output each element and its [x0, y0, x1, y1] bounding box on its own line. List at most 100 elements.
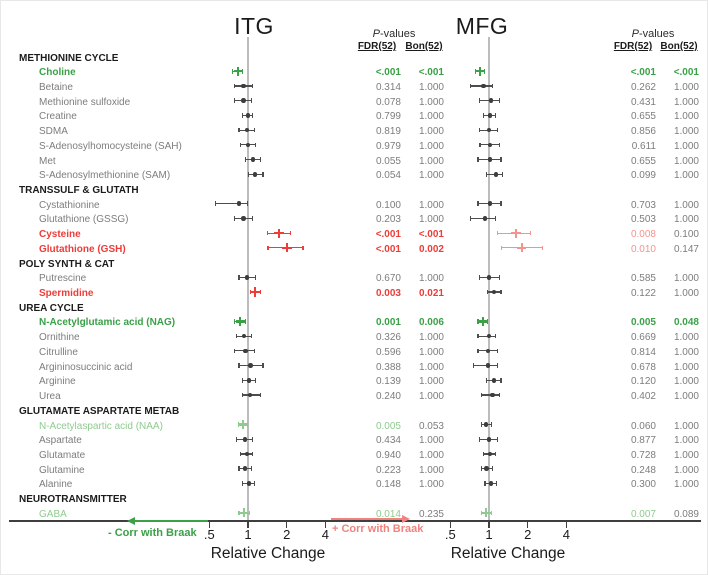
- pos-corr-arrowhead-icon: [402, 515, 410, 523]
- fdr-value-mfg: 0.122: [630, 288, 656, 300]
- ci-cap-left: [480, 510, 482, 516]
- ci-cap-left: [235, 333, 237, 339]
- forest-marker-dot: [243, 348, 248, 354]
- fdr-value-mfg: 0.008: [630, 229, 656, 241]
- forest-marker-dot: [245, 142, 251, 148]
- forest-marker-dot: [483, 422, 489, 427]
- fdr-value-mfg: 0.678: [630, 361, 656, 373]
- forest-marker-dot: [489, 392, 495, 398]
- ci-cap-left: [479, 142, 481, 148]
- bon-value-itg: 1.000: [418, 464, 444, 476]
- pvalues-header-itg: P-values: [351, 28, 437, 40]
- ci-cap-left: [247, 171, 249, 177]
- forest-marker-dot: [244, 127, 250, 133]
- fdr-value-mfg: 0.431: [630, 96, 656, 108]
- bon-value-mfg: 1.000: [673, 435, 699, 447]
- ci-cap-right: [250, 98, 252, 103]
- metabolite-label: Cystathionine: [39, 199, 100, 211]
- fdr-value-itg: 0.596: [375, 346, 401, 358]
- forest-marker-dot: [248, 363, 254, 368]
- ci-cap-left: [215, 201, 217, 206]
- x-axis-tick: [449, 522, 451, 528]
- ci-cap-right: [497, 436, 499, 442]
- ci-cap-left: [484, 481, 486, 486]
- ci-cap-left: [478, 127, 480, 133]
- ci-cap-left: [477, 319, 479, 324]
- fdr-value-mfg: 0.300: [630, 479, 656, 491]
- ci-cap-right: [260, 157, 262, 162]
- forest-marker-dot: [491, 289, 497, 295]
- ci-cap-right: [497, 363, 499, 368]
- group-header: GLUTAMATE ASPARTATE METAB: [19, 405, 180, 417]
- forest-marker-dot: [241, 98, 246, 103]
- metabolite-label: Argininosuccinic acid: [39, 361, 133, 373]
- ci-cap-left: [238, 466, 240, 471]
- bon-value-itg: 0.002: [418, 243, 444, 255]
- fdr-value-itg: 0.326: [375, 332, 401, 344]
- forest-marker-dot: [242, 466, 248, 471]
- ci-cap-right: [254, 348, 256, 354]
- forest-marker-dot: [246, 481, 252, 486]
- forest-marker-dot: [241, 83, 246, 89]
- bon-value-mfg: 1.000: [673, 376, 699, 388]
- ci-cap-right: [498, 275, 500, 280]
- group-header: UREA CYCLE: [19, 302, 84, 314]
- fdr-value-itg: 0.139: [375, 376, 401, 388]
- bon-value-mfg: 0.147: [673, 243, 699, 255]
- metabolite-label: Spermidine: [39, 288, 94, 300]
- pvalues-p-mfg: P: [631, 28, 639, 40]
- ci-cap-right: [500, 157, 502, 162]
- ci-cap-left: [480, 422, 482, 427]
- forest-marker-dot: [491, 378, 497, 383]
- bon-value-itg: 1.000: [418, 214, 444, 226]
- bon-value-mfg: 1.000: [673, 170, 699, 182]
- panel-title-itg: ITG: [234, 13, 274, 39]
- x-axis-tick: [247, 522, 249, 528]
- ci-cap-left: [234, 348, 236, 354]
- ci-cap-right: [490, 510, 492, 516]
- bon-value-mfg: 1.000: [673, 126, 699, 138]
- bon-value-mfg: 0.048: [673, 317, 699, 329]
- fdr-value-itg: 0.670: [375, 273, 401, 285]
- fdr-value-mfg: 0.655: [630, 111, 656, 123]
- pvalues-header-mfg: P-values: [609, 28, 697, 40]
- fdr-header-itg: FDR(52): [357, 41, 397, 52]
- x-axis-tick: [324, 522, 327, 528]
- ci-cap-right: [492, 466, 494, 471]
- bon-value-itg: 1.000: [418, 126, 444, 138]
- xlabel-mfg: Relative Change: [450, 545, 566, 562]
- ci-cap-left: [242, 378, 244, 383]
- ci-cap-left: [238, 275, 240, 280]
- forest-marker-dot: [244, 275, 250, 280]
- forest-marker-plus-h: [481, 511, 491, 514]
- bon-value-mfg: <.001: [673, 67, 699, 79]
- bon-value-itg: 1.000: [418, 346, 444, 358]
- bon-value-itg: 1.000: [418, 435, 444, 447]
- fdr-value-mfg: 0.877: [630, 435, 656, 447]
- bon-value-itg: 0.006: [418, 317, 444, 329]
- forest-marker-dot: [244, 451, 250, 457]
- fdr-value-itg: 0.799: [375, 111, 401, 123]
- metabolite-label: Aspartate: [39, 435, 82, 447]
- ci-cap-right: [260, 392, 262, 398]
- bon-value-itg: 1.000: [418, 376, 444, 388]
- fdr-value-mfg: 0.814: [630, 346, 656, 358]
- x-axis-tick: [527, 522, 529, 528]
- forest-marker-dot: [488, 98, 494, 103]
- ci-cap-left: [245, 157, 247, 162]
- fdr-value-mfg: 0.060: [630, 420, 656, 432]
- ci-cap-left: [238, 127, 240, 133]
- forest-marker-dot: [486, 436, 492, 442]
- fdr-value-mfg: 0.120: [630, 376, 656, 388]
- ci-cap-right: [262, 171, 264, 177]
- ci-cap-right: [260, 289, 262, 295]
- ci-cap-right: [490, 422, 492, 427]
- bon-value-itg: 0.021: [418, 288, 444, 300]
- metabolite-label: SDMA: [39, 126, 68, 138]
- forest-marker-dot: [487, 451, 493, 457]
- metabolite-label: Choline: [39, 67, 76, 79]
- ci-cap-left: [242, 481, 244, 486]
- fdr-value-itg: <.001: [375, 243, 401, 255]
- x-tick-label: 1: [244, 527, 252, 542]
- ci-cap-left: [500, 245, 502, 251]
